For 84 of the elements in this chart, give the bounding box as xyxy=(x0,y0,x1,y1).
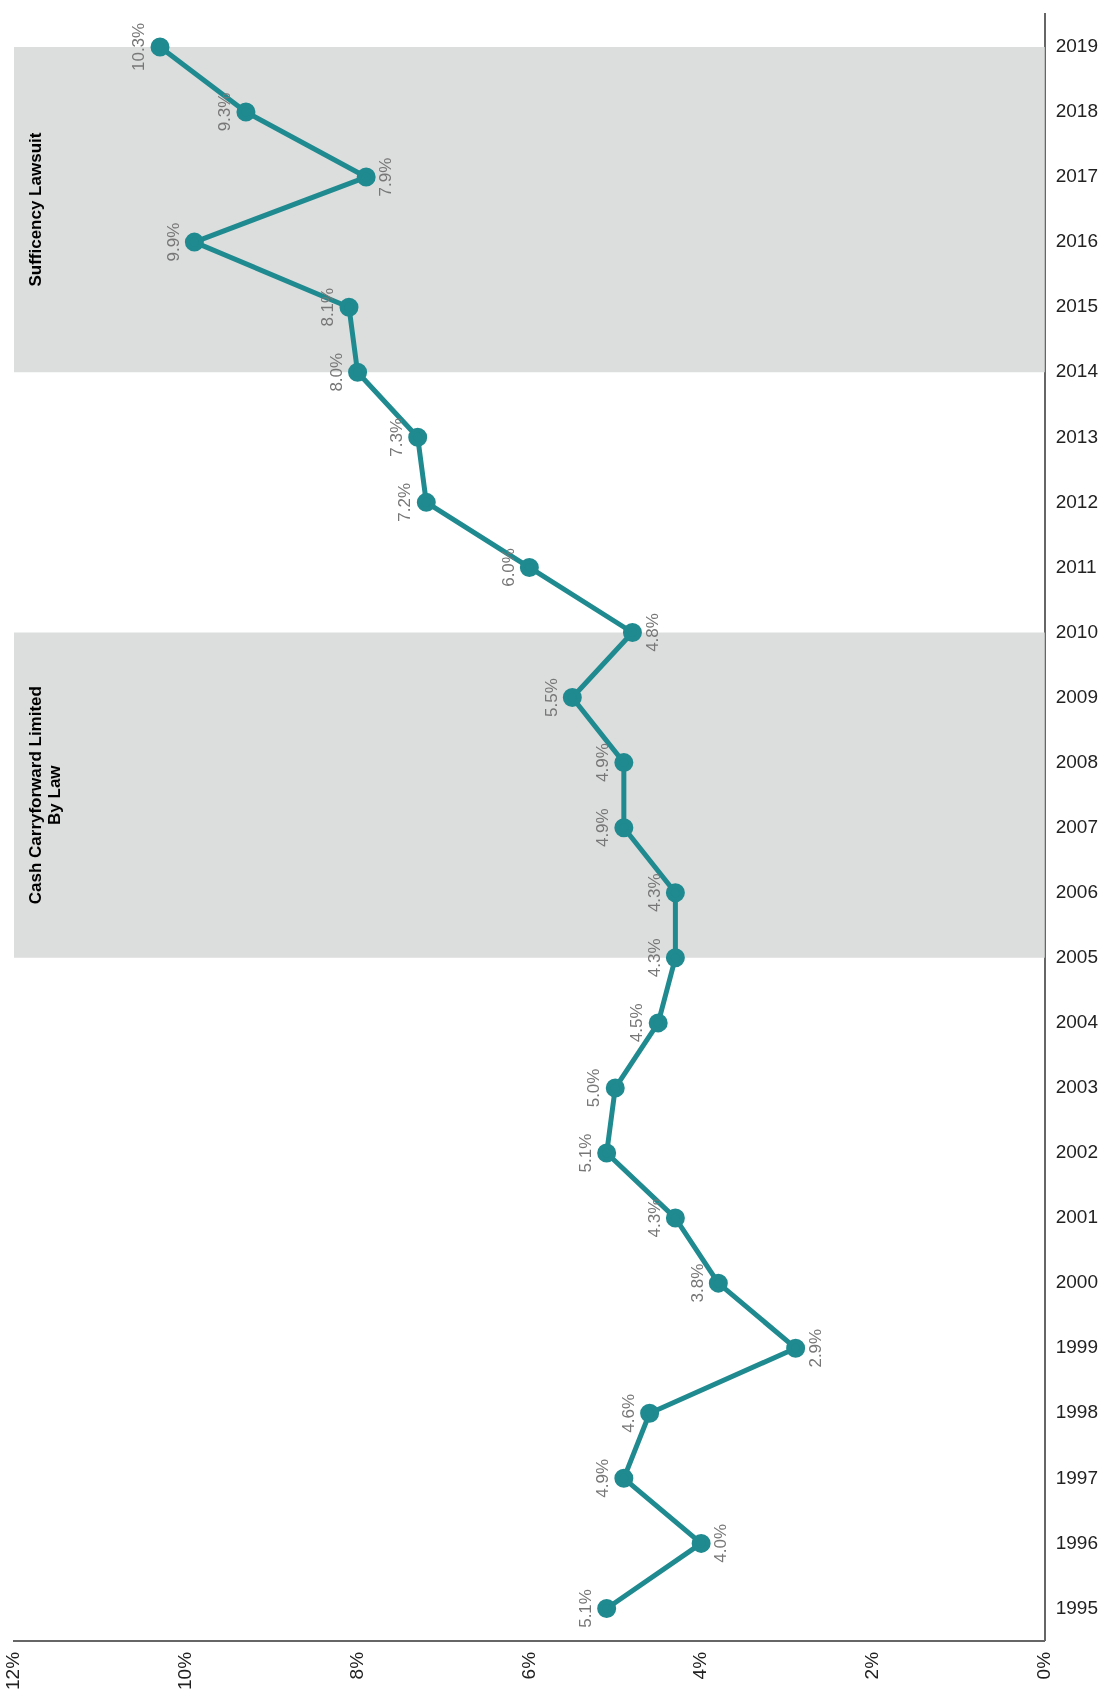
data-label: 4.3% xyxy=(644,1198,664,1238)
y-tick-label: 2002 xyxy=(1055,1141,1099,1163)
data-label: 4.9% xyxy=(593,1458,613,1498)
y-tick-label: 2014 xyxy=(1055,360,1099,382)
y-tick-label: 2005 xyxy=(1055,946,1099,968)
y-tick-label: 1996 xyxy=(1055,1531,1099,1553)
data-label: 3.8% xyxy=(687,1263,707,1303)
x-tick-label: 8% xyxy=(345,1651,367,1680)
data-label: 8.1% xyxy=(318,287,338,327)
y-tick-label: 1999 xyxy=(1055,1336,1099,1358)
x-tick-label: 4% xyxy=(689,1651,711,1680)
x-tick-label: 12% xyxy=(2,1651,24,1690)
y-tick-label: 2003 xyxy=(1055,1076,1099,1098)
y-tick-label: 2004 xyxy=(1055,1011,1099,1033)
y-tick-label: 2015 xyxy=(1055,295,1099,317)
data-label: 4.9% xyxy=(593,808,613,848)
data-label: 5.0% xyxy=(584,1068,604,1108)
data-label: 4.9% xyxy=(593,743,613,782)
data-label: 4.6% xyxy=(618,1393,638,1433)
y-tick-label: 2019 xyxy=(1055,35,1099,57)
point xyxy=(665,883,685,903)
y-tick-label: 2013 xyxy=(1055,425,1099,447)
point xyxy=(184,232,204,252)
data-label: 5.1% xyxy=(575,1589,595,1628)
point xyxy=(614,1468,634,1488)
y-tick-label: 2008 xyxy=(1055,750,1099,772)
point xyxy=(519,557,539,577)
y-tick-label: 2011 xyxy=(1055,555,1097,577)
data-label: 2.9% xyxy=(805,1328,825,1368)
point xyxy=(708,1273,728,1293)
point xyxy=(691,1533,711,1553)
x-tick-label: 10% xyxy=(174,1651,196,1690)
point xyxy=(416,492,436,512)
y-tick-label: 1997 xyxy=(1055,1466,1099,1488)
y-tick-label: 2018 xyxy=(1055,100,1099,122)
point xyxy=(614,753,634,773)
point xyxy=(408,427,428,447)
data-label: 10.3% xyxy=(129,22,149,72)
point xyxy=(614,818,634,838)
data-label: 4.8% xyxy=(642,613,662,652)
point xyxy=(236,102,256,122)
data-label: 6.0% xyxy=(498,548,518,587)
y-tick-label: 1998 xyxy=(1055,1401,1099,1423)
x-tick-label: 6% xyxy=(517,1651,539,1680)
data-label: 4.3% xyxy=(644,873,664,913)
data-label: 4.0% xyxy=(711,1524,731,1563)
y-tick-label: 2001 xyxy=(1055,1206,1099,1228)
band-label: Sufficency Lawsuit xyxy=(26,132,46,287)
data-label: 5.1% xyxy=(575,1133,595,1173)
y-tick-label: 2006 xyxy=(1055,880,1099,902)
y-tick-label: 2000 xyxy=(1055,1271,1099,1293)
point xyxy=(150,37,170,57)
data-label: 4.3% xyxy=(644,938,664,978)
point xyxy=(786,1338,806,1358)
point xyxy=(597,1143,617,1163)
point xyxy=(622,623,642,642)
data-label: 9.3% xyxy=(215,92,235,132)
point xyxy=(648,1013,668,1033)
x-tick-label: 2% xyxy=(861,1651,883,1680)
y-tick-label: 2012 xyxy=(1055,490,1099,512)
point xyxy=(356,167,376,187)
point xyxy=(562,688,582,708)
data-label: 7.9% xyxy=(376,157,396,197)
data-label: 9.9% xyxy=(163,222,183,262)
y-tick-label: 2010 xyxy=(1055,620,1099,642)
y-tick-label: 2007 xyxy=(1055,815,1099,837)
point xyxy=(348,362,368,382)
x-tick-label: 0% xyxy=(1032,1651,1054,1680)
point xyxy=(665,1208,685,1228)
point xyxy=(640,1403,660,1423)
y-tick-label: 2017 xyxy=(1055,165,1099,187)
data-label: 7.2% xyxy=(395,483,415,522)
point xyxy=(605,1078,625,1098)
y-tick-label: 2009 xyxy=(1055,685,1099,707)
point xyxy=(665,948,685,968)
band-label: Cash Carryforward Limited By Law xyxy=(26,686,65,905)
data-label: 7.3% xyxy=(386,417,406,457)
data-label: 4.5% xyxy=(627,1003,647,1043)
data-label: 5.5% xyxy=(541,678,561,717)
y-tick-label: 1995 xyxy=(1055,1596,1099,1618)
point xyxy=(597,1598,617,1618)
data-label: 8.0% xyxy=(326,352,346,392)
y-tick-label: 2016 xyxy=(1055,230,1099,252)
point xyxy=(339,297,359,317)
